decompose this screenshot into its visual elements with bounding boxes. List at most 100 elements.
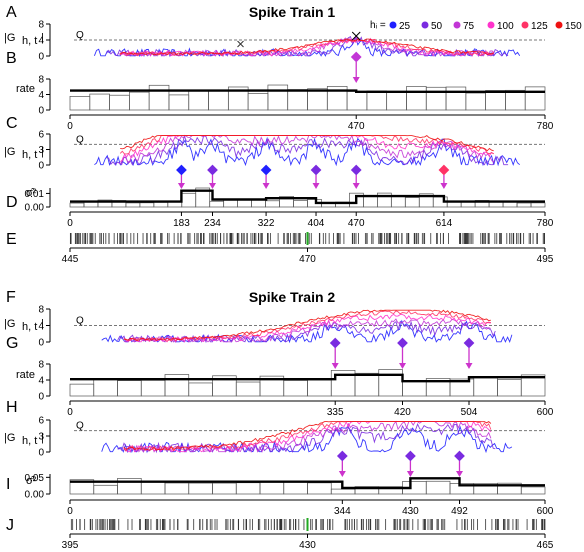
- H-ytick-label: 3: [38, 432, 44, 443]
- G-hist-bar: [520, 374, 546, 397]
- I-step-estimate: [70, 477, 545, 490]
- D-xtick-label: 780: [537, 218, 554, 229]
- C-series-h50: [106, 134, 509, 166]
- I-xtick-label: 344: [334, 506, 351, 517]
- ylabel-f: |G h, t |: [4, 318, 44, 333]
- G-hist-bar: [473, 377, 498, 397]
- svg-text:h, t: h, t: [22, 35, 37, 47]
- C-arrowhead: [312, 183, 320, 189]
- ylabel-a: |G h, t |: [4, 32, 44, 47]
- G-hist-bar: [93, 378, 118, 397]
- D-xtick-label: 234: [204, 218, 221, 229]
- panel-label-g: G: [6, 335, 18, 352]
- E-xtick-label: 495: [537, 254, 554, 265]
- H-arrowhead: [406, 471, 414, 477]
- D-hist-bar: [293, 200, 308, 208]
- G-xtick-label: 335: [327, 407, 344, 418]
- legend-dot-150: [555, 21, 563, 29]
- F-change-point-marker: [329, 337, 341, 349]
- D-xtick-label: 614: [436, 218, 453, 229]
- D-xtick-label: 322: [258, 218, 275, 229]
- D-hist-bar: [195, 187, 211, 208]
- I-xtick-label: 0: [67, 506, 73, 517]
- D-ytick-label: 0.01: [25, 189, 45, 200]
- C-change-point-marker: [176, 164, 187, 176]
- ylabel-h: |G h, t |: [4, 432, 44, 447]
- B-step-estimate: [70, 89, 545, 93]
- panel-label-c: C: [6, 115, 18, 132]
- B-hist-bar: [386, 91, 407, 111]
- legend-dot-100: [487, 21, 495, 29]
- C-change-point-marker: [207, 164, 218, 176]
- G-xtick-label: 420: [394, 407, 411, 418]
- F-series-h100: [123, 313, 491, 343]
- G-xtick-label: 600: [537, 407, 554, 418]
- B-ytick-label: 8: [38, 75, 44, 86]
- D-xtick-label: 470: [348, 218, 365, 229]
- B-hist-bar: [287, 89, 308, 111]
- G-xtick-label: 504: [461, 407, 478, 418]
- panel-label-h: H: [6, 399, 18, 416]
- C-ytick-label: 0: [38, 161, 44, 172]
- G-hist-bar: [497, 379, 522, 397]
- D-ytick-label: 0.00: [25, 203, 45, 214]
- G-hist-bar: [307, 379, 332, 397]
- panel-label-e: E: [6, 231, 17, 248]
- legend-label-150: 150: [565, 21, 582, 32]
- legend: hᵢ = 25 50 75 100 125 150: [370, 20, 582, 32]
- legend-label-100: 100: [497, 21, 514, 32]
- svg-text:|: |: [41, 32, 44, 44]
- panel-label-a: A: [6, 4, 17, 21]
- B-hist-bar: [188, 89, 209, 111]
- G-hist-bar: [69, 383, 95, 397]
- F-ytick-label: 0: [38, 338, 44, 349]
- D-hist-bar: [530, 202, 546, 208]
- G-step-estimate: [70, 373, 545, 383]
- I-hist-bar: [330, 488, 356, 495]
- B-xtick-label: 470: [348, 121, 365, 132]
- I-hist-bar: [283, 481, 308, 495]
- G-hist-bar: [402, 380, 427, 397]
- panel-label-d: D: [6, 194, 18, 211]
- D-hist-bar: [125, 202, 141, 208]
- A-change-point-marker: [350, 51, 362, 63]
- B-hist-bar: [267, 84, 289, 111]
- H-threshold-label: Q: [76, 421, 84, 432]
- C-change-point-marker: [260, 164, 272, 176]
- panel-label-j: J: [6, 517, 14, 534]
- F-ytick-label: 8: [38, 305, 44, 316]
- B-hist-bar: [346, 91, 368, 111]
- I-xtick-label: 430: [402, 506, 419, 517]
- B-xtick-label: 780: [537, 121, 554, 132]
- C-arrowhead: [262, 183, 270, 189]
- A-series-h50: [106, 36, 509, 58]
- H-series-h150: [123, 421, 492, 451]
- F-threshold-label: Q: [76, 316, 84, 327]
- I-hist-bar: [259, 481, 285, 495]
- H-ytick-label: 0: [38, 448, 44, 459]
- panel-label-f: F: [6, 289, 16, 306]
- svg-text:|: |: [41, 432, 44, 444]
- B-hist-bar: [465, 92, 486, 111]
- F-arrowhead: [399, 363, 406, 369]
- I-hist-bar: [188, 482, 213, 495]
- H-arrowhead: [456, 471, 463, 477]
- legend-label-25: 25: [399, 21, 411, 32]
- H-change-point-marker: [454, 450, 465, 462]
- F-series-h25: [101, 319, 513, 344]
- C-series-h150: [120, 135, 494, 152]
- I-hist-bar: [307, 482, 332, 495]
- B-hist-bar: [505, 89, 526, 111]
- ylabel-var-d: σ̂²: [26, 187, 37, 199]
- train1-title: Spike Train 1: [249, 4, 336, 20]
- A-ytick-label: 4: [38, 36, 44, 47]
- C-ytick-label: 3: [38, 145, 44, 156]
- legend-label-50: 50: [431, 21, 443, 32]
- I-hist-bar: [212, 482, 237, 495]
- D-xtick-label: 404: [308, 218, 325, 229]
- D-hist-bar: [181, 192, 197, 208]
- G-hist-bar: [117, 380, 142, 397]
- C-series-h75: [118, 134, 495, 165]
